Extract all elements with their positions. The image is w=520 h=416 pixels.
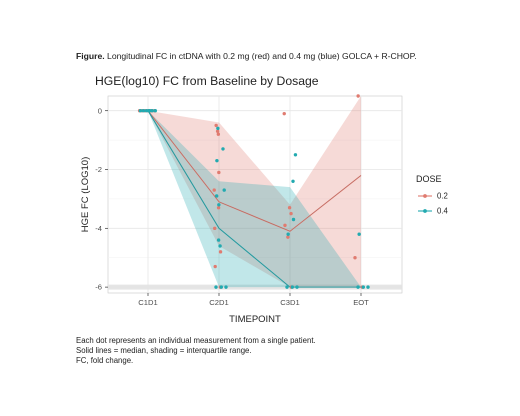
data-point-dose-0-2 [214,123,218,128]
y-tick-label: -6 [95,283,102,292]
data-point-dose-0-2 [353,256,357,260]
data-point-dose-0-4 [216,126,220,131]
data-point-dose-0-2 [287,206,292,210]
legend-label: 0.4 [437,207,449,216]
iqr-band-dose-0-4 [148,110,361,288]
x-tick-label: EOT [353,298,369,307]
footnote-1: Each dot represents an individual measur… [76,336,316,345]
data-point-dose-0-2 [216,206,221,210]
caption-label: Figure. [76,51,105,61]
data-point-dose-0-2 [286,235,290,239]
y-tick-label: -4 [95,224,102,233]
footnote-2: Solid lines = median, shading = interqua… [76,346,252,356]
x-tick-label: C1D1 [138,298,157,307]
x-tick-label: C3D1 [280,298,299,307]
data-point-dose-0-4 [141,109,146,113]
legend-title: DOSE [416,174,442,184]
chart-title: HGE(log10) FC from Baseline by Dosage [95,74,319,88]
data-point-dose-0-4 [366,285,370,289]
data-point-dose-0-2 [213,226,217,231]
data-point-dose-0-4 [217,203,221,207]
y-axis-title: HGE FC (LOG10) [80,157,91,233]
legend-label: 0.2 [437,192,448,201]
data-point-dose-0-2 [217,170,221,175]
data-point-dose-0-4 [153,109,157,113]
data-point-dose-0-2 [282,111,286,116]
plot-panel [107,95,403,294]
data-point-dose-0-4 [218,244,222,248]
data-point-dose-0-4 [286,232,290,236]
data-point-dose-0-4 [224,285,228,289]
data-point-dose-0-2 [289,211,293,216]
data-point-dose-0-4 [285,285,289,289]
data-point-dose-0-2 [215,129,220,133]
footnotes: Each dot represents an individual measur… [76,336,316,367]
data-point-dose-0-4 [138,109,143,113]
data-point-dose-0-4 [214,285,218,289]
data-point-dose-0-4 [361,285,365,289]
detection-floor-band [108,284,402,290]
data-point-dose-0-4 [148,109,152,113]
data-point-dose-0-4 [221,147,225,151]
data-point-dose-0-4 [216,238,221,242]
data-point-dose-0-4 [150,109,154,113]
y-tick-label: -2 [95,165,102,174]
data-point-dose-0-4 [222,188,226,192]
caption-text: Longitudinal FC in ctDNA with 0.2 mg (re… [104,51,417,61]
data-point-dose-0-4 [144,109,149,113]
data-point-dose-0-4 [291,217,296,222]
data-point-dose-0-4 [215,158,219,163]
data-point-dose-0-4 [219,285,223,289]
y-tick-label: 0 [98,106,102,115]
x-axis-title: TIMEPOINT [229,314,281,325]
data-point-dose-0-2 [283,223,287,228]
data-point-dose-0-4 [295,285,299,289]
data-point-dose-0-2 [213,264,217,269]
data-point-dose-0-2 [212,188,216,192]
data-point-dose-0-4 [290,285,294,289]
data-point-dose-0-2 [356,94,360,98]
data-point-dose-0-4 [356,285,360,289]
data-point-dose-0-4 [214,194,219,198]
data-point-dose-0-2 [216,132,221,136]
figure-caption: Figure. Longitudinal FC in ctDNA with 0.… [76,51,417,61]
median-line-overlay [147,110,362,232]
data-point-dose-0-4 [291,179,295,183]
median-line-overlay [147,110,361,288]
legend-key-point [423,194,427,198]
footnote-3: FC, fold change. [76,356,134,366]
data-point-dose-0-2 [218,250,223,254]
data-point-dose-0-4 [357,232,361,236]
data-point-dose-0-4 [293,153,298,157]
x-tick-label: C2D1 [209,298,228,307]
legend-key-point [423,209,427,213]
iqr-band-dose-0-2 [148,96,361,288]
